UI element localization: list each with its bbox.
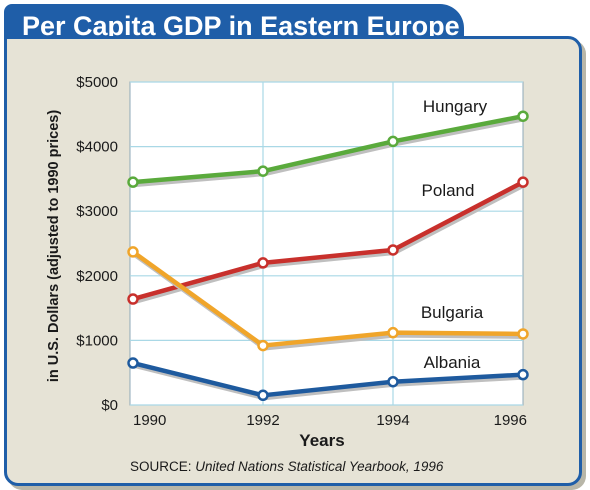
- title-tab: Per Capita GDP in Eastern Europe: [4, 4, 464, 42]
- series-line-albania: [130, 360, 526, 398]
- series-line-bulgaria: [130, 249, 526, 348]
- x-tick-label: 1996: [494, 412, 527, 429]
- data-point-hungary: [257, 165, 269, 177]
- data-point-poland: [387, 244, 399, 256]
- series-labels: Hungary Poland Bulgaria Albania: [421, 97, 488, 372]
- y-tick-label: $2000: [76, 268, 118, 285]
- y-tick-label: $1000: [76, 332, 118, 349]
- series-lines: [127, 110, 529, 402]
- data-point-albania: [127, 357, 139, 369]
- y-tick-label: $3000: [76, 203, 118, 220]
- series-label-hungary: Hungary: [423, 97, 488, 116]
- y-axis-label: in U.S. Dollars (adjusted to 1990 prices…: [46, 110, 62, 383]
- data-point-bulgaria: [257, 339, 269, 352]
- source-prefix: SOURCE:: [130, 459, 196, 474]
- x-tick-label: 1990: [133, 412, 166, 429]
- data-point-hungary: [387, 135, 399, 148]
- series-label-poland: Poland: [422, 181, 475, 200]
- y-axis-ticks: $0 $1000 $2000 $3000 $4000 $5000: [76, 74, 118, 414]
- y-tick-label: $4000: [76, 139, 118, 156]
- data-point-bulgaria: [387, 326, 399, 339]
- x-axis-ticks: 1990 1992 1994 1996: [133, 412, 527, 429]
- series-shadow-hungary: [132, 116, 527, 188]
- data-point-hungary: [127, 176, 139, 188]
- y-tick-label: $5000: [76, 74, 118, 91]
- x-tick-label: 1994: [376, 412, 409, 429]
- data-point-albania: [387, 375, 399, 388]
- series-label-albania: Albania: [424, 353, 481, 372]
- series-label-bulgaria: Bulgaria: [421, 303, 484, 322]
- data-point-albania: [257, 389, 269, 402]
- series-shadow-poland: [132, 182, 527, 305]
- data-point-bulgaria: [127, 246, 139, 258]
- series-line-poland: [130, 179, 526, 302]
- data-point-poland: [517, 176, 529, 188]
- data-point-poland: [257, 257, 269, 269]
- data-point-hungary: [517, 110, 529, 122]
- x-axis-label: Years: [299, 431, 344, 450]
- plot-area: [129, 81, 524, 406]
- data-point-poland: [127, 293, 139, 305]
- data-point-albania: [517, 368, 529, 381]
- source-note: SOURCE: United Nations Statistical Yearb…: [130, 459, 443, 474]
- series-line-hungary: [130, 113, 526, 185]
- source-text: United Nations Statistical Yearbook, 199…: [195, 459, 444, 474]
- x-tick-label: 1992: [246, 412, 279, 429]
- y-tick-label: $0: [101, 397, 118, 414]
- data-point-bulgaria: [517, 328, 529, 340]
